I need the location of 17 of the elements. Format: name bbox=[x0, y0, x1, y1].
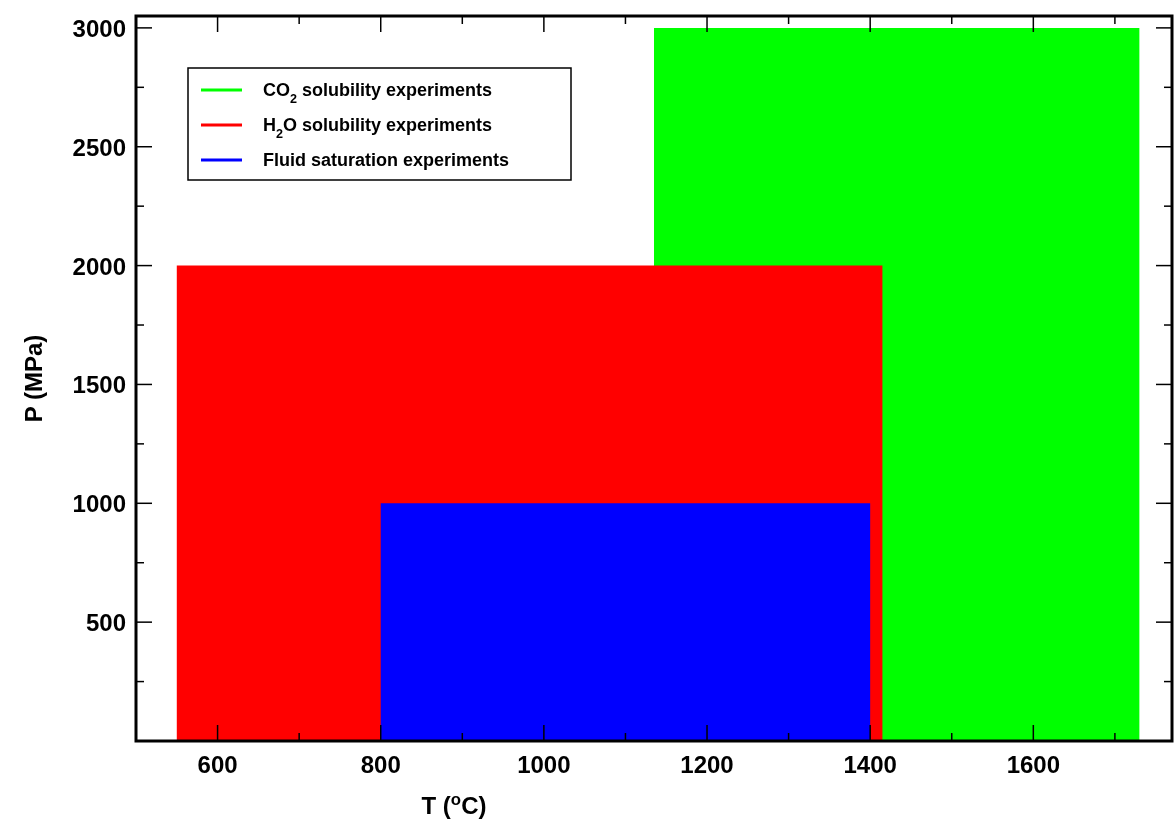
y-tick-label: 3000 bbox=[72, 14, 126, 42]
y-tick-label: 2000 bbox=[72, 252, 126, 280]
x-tick-label: 600 bbox=[197, 751, 238, 778]
y-axis-title: P (MPa) bbox=[20, 334, 47, 423]
x-axis-title: T ($^{o}$C) bbox=[421, 789, 487, 819]
legend-label: CO$_{2}$ solubility experiments bbox=[263, 80, 493, 106]
x-tick-label: 1600 bbox=[1006, 751, 1061, 778]
x-tick-label: 1000 bbox=[517, 751, 571, 778]
x-tick-label: 800 bbox=[360, 751, 401, 778]
y-tick-label: 1500 bbox=[72, 371, 126, 399]
x-tick-label: 1200 bbox=[680, 751, 734, 778]
y-tick-label: 500 bbox=[85, 609, 126, 637]
x-tick-label: 1400 bbox=[843, 751, 897, 778]
y-tick-label: 2500 bbox=[72, 133, 126, 161]
y-tick-label: 1000 bbox=[72, 490, 126, 518]
legend-label: H$_{2}$O solubility experiments bbox=[263, 115, 493, 141]
legend-label: Fluid saturation experiments bbox=[263, 150, 510, 170]
